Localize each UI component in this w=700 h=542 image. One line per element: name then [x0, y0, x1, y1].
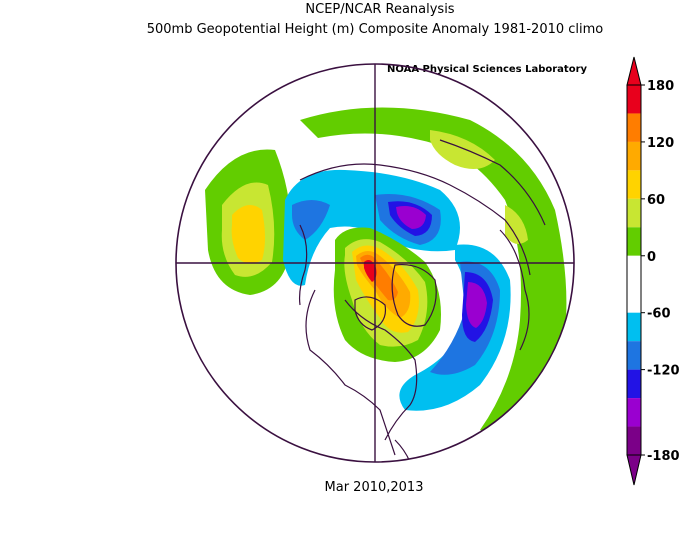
positive-anomaly-ring: [300, 107, 567, 440]
colorbar-swatch: [627, 170, 641, 199]
colorbar-swatch: [627, 398, 641, 427]
hudson-bay-coast: [354, 296, 387, 331]
credit-label: NOAA Physical Sciences Laboratory: [387, 64, 588, 75]
eurasia-coast: [299, 139, 546, 276]
colorbar-tick-label: -60: [647, 307, 671, 322]
colorbar-swatch: [627, 113, 641, 142]
europe-coast: [499, 229, 530, 351]
colorbar-arrow-bottom: [626, 454, 642, 486]
siberia-negative-core: [396, 206, 426, 229]
coastlines: [298, 139, 546, 462]
colorbar-tick-label: 0: [647, 250, 656, 265]
colorbar-swatch: [627, 426, 641, 455]
colorbar-tick-label: 120: [647, 136, 674, 151]
colorbar-swatch: [627, 369, 641, 399]
colorbar-swatch: [627, 85, 641, 114]
colorbar-tick-label: -180: [647, 449, 680, 464]
atlantic-negative-core: [466, 282, 487, 328]
alaska-negative: [292, 200, 330, 240]
pacific-positive-core: [231, 205, 265, 264]
map-subtitle: 500mb Geopotential Height (m) Composite …: [146, 22, 604, 37]
colorbar-swatch: [627, 312, 641, 342]
colorbar-swatch: [627, 341, 641, 370]
colorbar: 180 120 60 0 -60 -120 -180: [626, 56, 680, 486]
greenland-coast: [391, 263, 437, 327]
colorbar-tick-label: 60: [647, 193, 665, 208]
colorbar-swatch: [627, 198, 641, 228]
colorbar-swatch: [627, 141, 641, 171]
atlantic-positive-small: [505, 205, 528, 244]
colorbar-swatch: [627, 227, 641, 256]
colorbar-tick-label: -120: [647, 364, 680, 379]
alaska-coast: [298, 224, 308, 306]
anomaly-field: [205, 107, 567, 440]
colorbar-swatch: [627, 255, 641, 285]
north-america-coast: [305, 289, 418, 456]
map-title: NCEP/NCAR Reanalysis: [305, 2, 455, 17]
colorbar-arrow-top: [626, 56, 642, 86]
europe-positive: [430, 130, 495, 169]
colorbar-tick-label: 180: [647, 79, 674, 94]
period-label: Mar 2010,2013: [324, 480, 424, 495]
arctic-positive-core: [364, 260, 377, 282]
colorbar-swatch: [627, 284, 641, 313]
